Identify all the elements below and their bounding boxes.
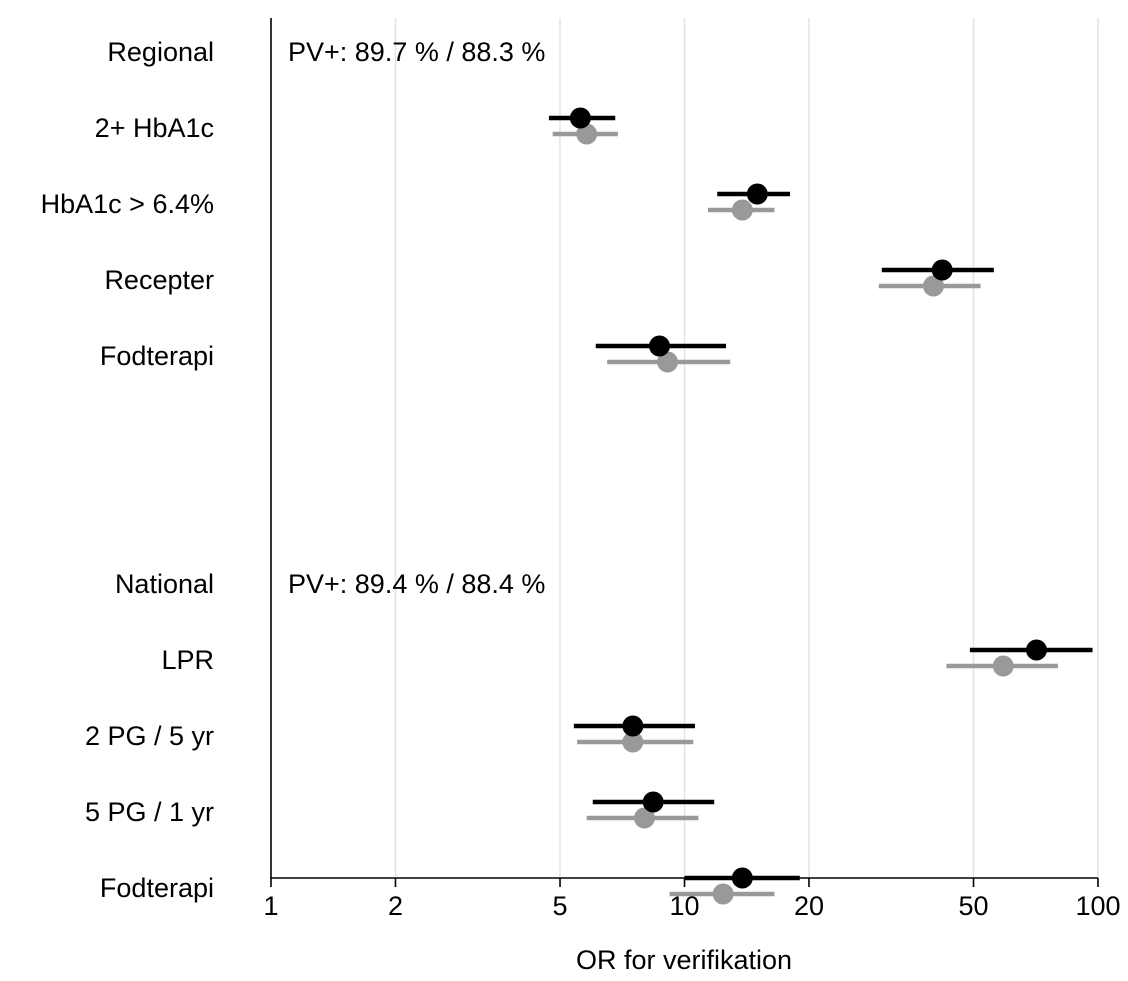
point-estimate bbox=[648, 335, 670, 357]
row-labels: Regional PV+: 89.7 % / 88.3 % 2+ HbA1c HbA1… bbox=[41, 37, 546, 903]
grid-lines bbox=[394, 18, 1099, 878]
point-estimate bbox=[1025, 639, 1047, 661]
point-estimate bbox=[569, 107, 591, 129]
x-tick-label: 20 bbox=[794, 891, 824, 921]
group-label: National bbox=[115, 569, 214, 599]
point-estimate bbox=[746, 183, 768, 205]
x-axis-title: OR for verifikation bbox=[576, 945, 792, 975]
pv-annotation: PV+: 89.4 % / 88.4 % bbox=[288, 569, 545, 599]
point-estimate bbox=[731, 867, 753, 889]
x-tick-label: 1 bbox=[263, 891, 278, 921]
row-label: Fodterapi bbox=[100, 341, 214, 371]
point-estimate bbox=[992, 655, 1014, 677]
point-estimate bbox=[633, 807, 655, 829]
row-label: 2 PG / 5 yr bbox=[85, 721, 214, 751]
point-estimate bbox=[622, 731, 644, 753]
pv-annotation: PV+: 89.7 % / 88.3 % bbox=[288, 37, 545, 67]
point-estimate bbox=[622, 715, 644, 737]
row-label: LPR bbox=[161, 645, 214, 675]
point-estimate bbox=[576, 123, 598, 145]
point-estimate bbox=[731, 199, 753, 221]
point-estimate bbox=[922, 275, 944, 297]
point-estimate bbox=[642, 791, 664, 813]
row-label: HbA1c > 6.4% bbox=[41, 189, 214, 219]
group-label: Regional bbox=[107, 37, 214, 67]
x-tick-label: 5 bbox=[553, 891, 568, 921]
x-tick-label: 2 bbox=[388, 891, 403, 921]
estimate-marks bbox=[548, 107, 1093, 905]
x-tick-label: 100 bbox=[1075, 891, 1120, 921]
row-label: 2+ HbA1c bbox=[95, 113, 214, 143]
x-axis-ticks: 1 2 5 10 20 50 100 bbox=[263, 878, 1121, 921]
point-estimate bbox=[931, 259, 953, 281]
point-estimate bbox=[657, 351, 679, 373]
row-label: 5 PG / 1 yr bbox=[85, 797, 214, 827]
point-estimate bbox=[712, 883, 734, 905]
row-label: Recepter bbox=[104, 265, 214, 295]
row-label: Fodterapi bbox=[100, 873, 214, 903]
x-tick-label: 10 bbox=[669, 891, 699, 921]
x-tick-label: 50 bbox=[959, 891, 989, 921]
